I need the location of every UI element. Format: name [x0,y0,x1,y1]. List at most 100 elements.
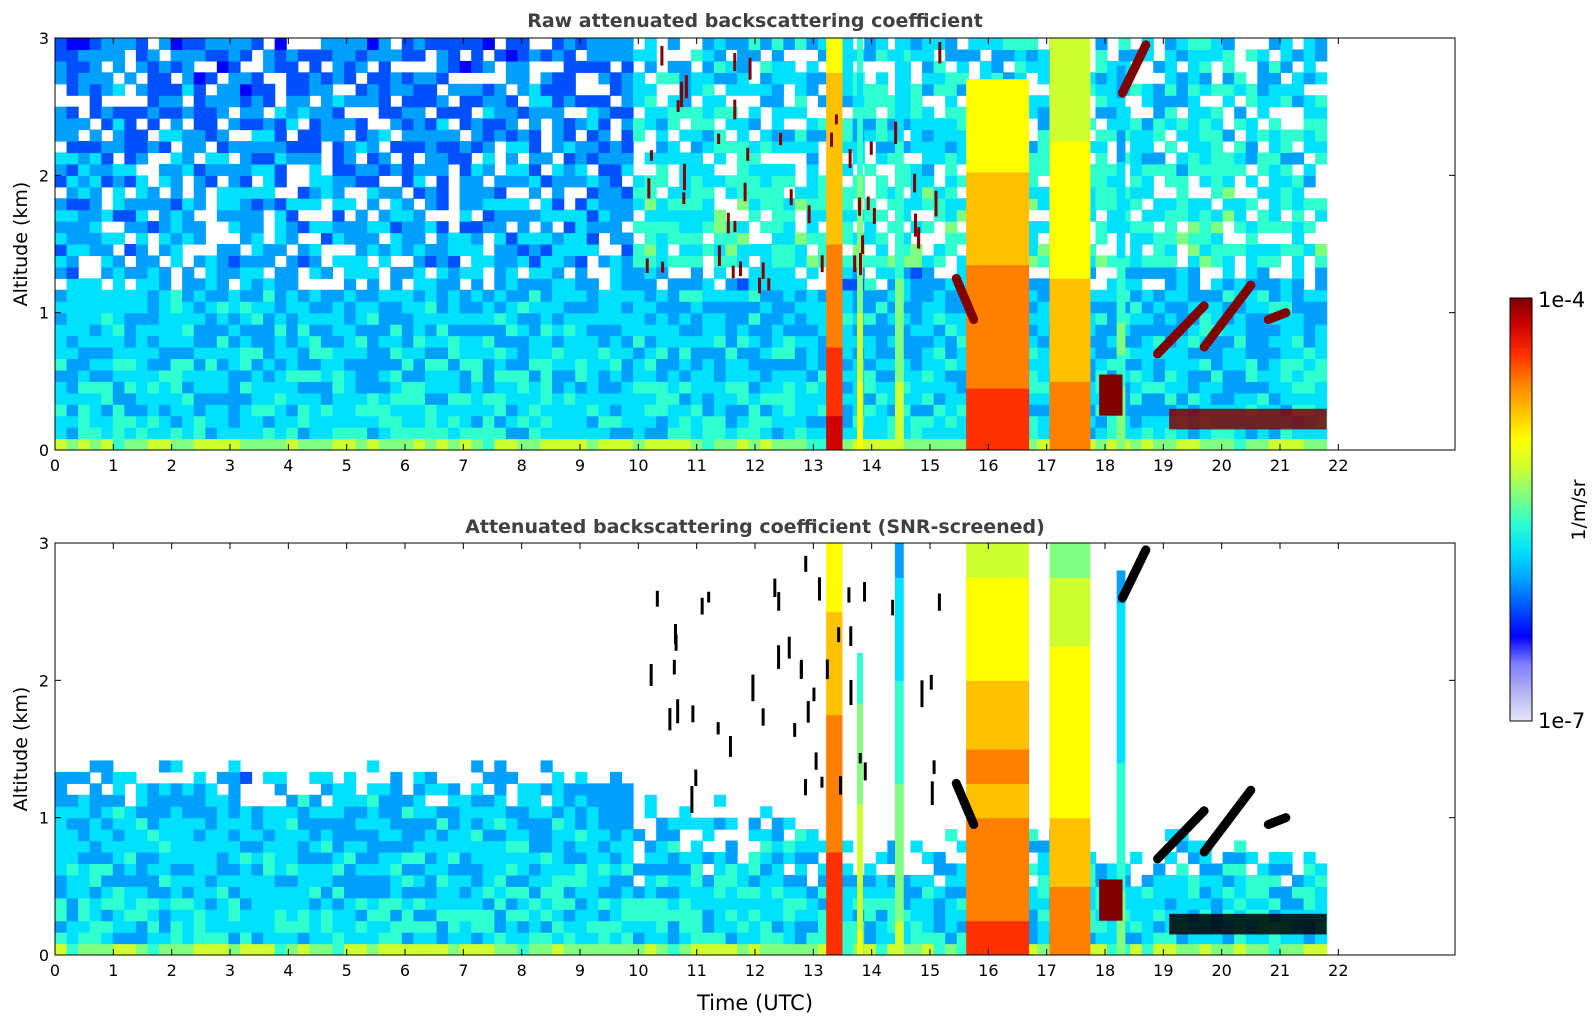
heatmap-cell [656,244,669,257]
heatmap-cell [1026,49,1039,62]
heatmap-cell [667,72,680,85]
heatmap-cell [748,427,761,440]
heatmap-cell [459,324,472,337]
heatmap-cell [945,324,958,337]
heatmap-cell [771,840,784,853]
heatmap-cell [170,932,183,945]
heatmap-cell [1107,198,1120,211]
heatmap-cell [771,943,784,955]
heatmap-cell [760,186,773,199]
heatmap-cell [552,806,565,819]
heatmap-cell [101,829,114,842]
heatmap-cell [367,232,380,245]
heatmap-cell [922,427,935,440]
heatmap-cell [228,38,241,51]
heatmap-cell [297,244,310,257]
heatmap-cell [945,129,958,142]
heatmap-cell [1037,118,1050,131]
heatmap-cell [436,404,449,417]
heatmap-cell [424,404,438,417]
heatmap-cell [552,404,565,417]
heatmap-cell [448,49,461,62]
heatmap-cell [783,438,796,450]
heatmap-cell [193,301,206,314]
heatmap-cell [263,840,276,853]
heatmap-cell [1268,175,1282,188]
heatmap-cell [725,427,738,440]
heatmap-cell [1291,209,1305,222]
heatmap-cell [297,932,310,945]
heatmap-cell [1199,289,1212,302]
heatmap-cell [182,829,195,842]
heatmap-cell [633,289,646,302]
heatmap-cell [656,392,669,405]
heatmap-cell [124,324,137,337]
heatmap-cell [274,863,287,876]
heatmap-cell [1141,335,1154,348]
heatmap-cell [344,266,357,279]
heatmap-cell [309,289,322,302]
heatmap-cell [794,392,808,405]
heatmap-cell [378,335,391,348]
heatmap-cell [956,863,969,876]
heatmap-cell [1153,266,1166,279]
heatmap-cell [841,381,854,394]
heatmap-cell [320,369,334,382]
heatmap-cell [563,874,576,887]
heatmap-cell [771,369,784,382]
cloud-column [826,244,843,279]
heatmap-cell [1187,886,1201,899]
heatmap-cell [482,83,495,96]
heatmap-cell [251,312,264,325]
heatmap-cell [540,106,553,119]
heatmap-cell [193,95,206,108]
heatmap-cell [170,38,183,51]
heatmap-cell [459,852,472,865]
heatmap-cell [135,175,149,188]
heatmap-cell [355,438,368,450]
heatmap-cell [344,347,357,360]
heatmap-cell [320,347,334,360]
heatmap-cell [147,49,160,62]
heatmap-cell [401,266,414,279]
heatmap-cell [494,209,507,222]
heatmap-cell [609,840,623,853]
heatmap-cell [563,301,576,314]
heatmap-cell [228,897,241,910]
heatmap-cell [1130,163,1143,176]
heatmap-cell [112,60,125,73]
heatmap-cell [505,72,519,85]
heatmap-cell [66,806,79,819]
heatmap-cell [182,106,195,119]
heatmap-cell [783,232,796,245]
heatmap-cell [609,806,623,819]
heatmap-cell [471,129,484,142]
heatmap-cell [89,840,102,853]
heatmap-cell [1130,278,1143,291]
heatmap-cell [1107,60,1120,73]
heatmap-cell [159,427,172,440]
heatmap-cell [1037,863,1050,876]
heatmap-cell [344,943,357,955]
heatmap-cell [182,38,195,51]
heatmap-cell [378,829,391,842]
heatmap-cell [263,49,276,62]
heatmap-cell [586,909,599,922]
heatmap-cell [575,312,588,325]
heatmap-cell [528,438,542,450]
heatmap-cell [482,863,495,876]
heatmap-cell [205,863,218,876]
heatmap-cell [1141,232,1154,245]
heatmap-cell [667,335,680,348]
heatmap-cell [771,278,784,291]
heatmap-cell [159,863,172,876]
x-tick-label: 5 [342,456,352,475]
heatmap-cell [1211,863,1224,876]
heatmap-cell [239,874,253,887]
heatmap-cell [332,863,345,876]
heatmap-cell [1315,129,1328,142]
heatmap-cell [448,347,461,360]
heatmap-cell [679,943,692,955]
cloud-column [966,419,1030,450]
heatmap-cell [598,874,611,887]
